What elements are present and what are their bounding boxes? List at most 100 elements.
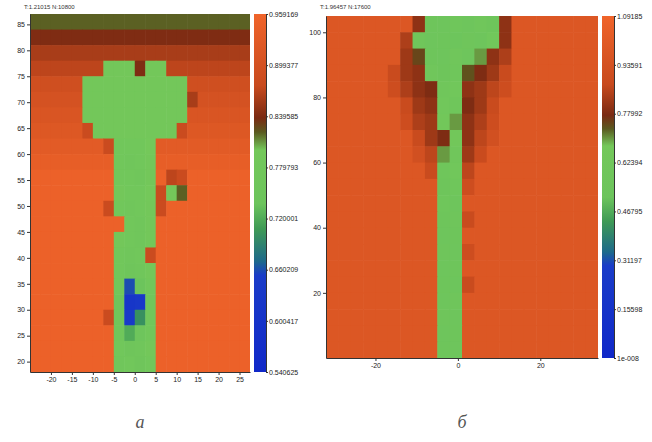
cell [82, 45, 93, 61]
cell [474, 163, 487, 180]
cell [61, 61, 72, 77]
cell [511, 163, 524, 180]
tick: 0.93591 [614, 62, 642, 69]
tick: 35 [17, 281, 30, 288]
tick-label: 0.839585 [269, 113, 298, 120]
cell [375, 16, 388, 33]
cell [413, 293, 426, 310]
tick: 20 [537, 358, 545, 369]
cell [388, 16, 401, 33]
tick-label: 65 [17, 125, 25, 132]
cell [351, 32, 364, 49]
cell [156, 356, 167, 372]
cell [72, 30, 83, 46]
cell [462, 293, 475, 310]
cell [462, 211, 475, 228]
cell [103, 341, 114, 357]
cell [135, 247, 146, 263]
tick-mark [177, 372, 178, 375]
cell [425, 179, 438, 196]
cell [103, 170, 114, 186]
cell [561, 342, 574, 358]
cell [536, 65, 549, 82]
cell [166, 45, 177, 61]
cell [326, 277, 339, 294]
cell [30, 61, 41, 77]
cell [536, 146, 549, 163]
cell [586, 228, 598, 245]
cell [198, 263, 209, 279]
cell [72, 232, 83, 248]
cell [363, 293, 376, 310]
cell [388, 211, 401, 228]
cell [536, 309, 549, 326]
tick: 10 [173, 372, 181, 383]
cell [82, 279, 93, 295]
cell [388, 65, 401, 82]
cell [135, 30, 146, 46]
cell [219, 310, 230, 326]
cell [124, 310, 135, 326]
cell [177, 76, 188, 92]
cell [198, 294, 209, 310]
cell [400, 277, 413, 294]
cell [145, 30, 156, 46]
cell [51, 139, 62, 155]
cell [499, 260, 512, 277]
tick-mark [614, 163, 616, 164]
cell [114, 92, 125, 108]
cell [338, 179, 351, 196]
cell [124, 279, 135, 295]
cell [474, 179, 487, 196]
colorbar-axis: 1e-0080.155980.311970.467950.623940.7799… [614, 13, 642, 362]
cell [103, 30, 114, 46]
cell [135, 154, 146, 170]
cell [437, 228, 450, 245]
cell [51, 201, 62, 217]
cell [388, 97, 401, 114]
cell [124, 107, 135, 123]
tick-label: 0.600417 [269, 318, 298, 325]
cell [487, 228, 500, 245]
cell [351, 81, 364, 98]
cell [573, 65, 586, 82]
cell [93, 14, 104, 30]
tick-mark [614, 16, 616, 17]
cell [536, 130, 549, 147]
cell [474, 244, 487, 261]
cell [363, 260, 376, 277]
cell [425, 342, 438, 358]
cell [573, 244, 586, 261]
cell [114, 30, 125, 46]
cell [198, 30, 209, 46]
cell [229, 216, 240, 232]
cell [229, 232, 240, 248]
cell [145, 341, 156, 357]
cell [351, 342, 364, 358]
cell [61, 216, 72, 232]
cell [425, 211, 438, 228]
tick-mark [266, 14, 268, 15]
cell [124, 170, 135, 186]
cell [145, 263, 156, 279]
cell [198, 216, 209, 232]
cell [388, 293, 401, 310]
tick-mark [219, 372, 220, 375]
cell [187, 279, 198, 295]
cell [198, 356, 209, 372]
cell [363, 163, 376, 180]
cell [536, 325, 549, 342]
cell [375, 81, 388, 98]
cell [198, 325, 209, 341]
cell [208, 30, 219, 46]
tick: 0.720001 [266, 215, 298, 222]
cell [400, 32, 413, 49]
cell [549, 342, 562, 358]
cell [388, 179, 401, 196]
cell [187, 294, 198, 310]
cell [573, 195, 586, 212]
cell [400, 309, 413, 326]
cell [61, 341, 72, 357]
cell [219, 279, 230, 295]
cell [462, 325, 475, 342]
